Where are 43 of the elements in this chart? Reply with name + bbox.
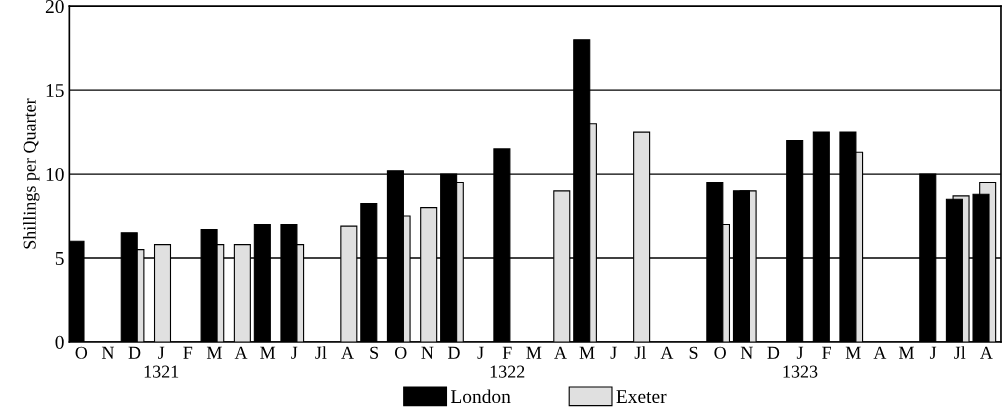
- legend-label: Exeter: [616, 390, 667, 404]
- x-tick-label: Jl: [954, 346, 966, 359]
- x-tick-label: F: [822, 346, 831, 359]
- x-tick-label: A: [341, 346, 354, 359]
- y-axis-title: Shillings per Quarter: [23, 98, 40, 249]
- x-tick-label: M: [845, 346, 861, 359]
- x-tick-label: M: [260, 346, 276, 359]
- x-tick-label: J: [477, 346, 484, 359]
- x-tick-label: A: [873, 346, 887, 359]
- x-tick-label: D: [767, 346, 780, 359]
- x-tick-label: J: [291, 346, 298, 359]
- x-tick-label: J: [610, 346, 617, 359]
- x-tick-label: A: [554, 346, 567, 359]
- x-tick-label: F: [183, 346, 193, 359]
- x-tick-label: S: [689, 346, 698, 359]
- x-tick-label: D: [128, 346, 141, 359]
- x-tick-label: N: [421, 346, 434, 359]
- x-tick-label: S: [370, 346, 379, 359]
- x-tick-label: J 1323: [783, 346, 818, 378]
- x-tick-label: J 1321: [144, 346, 179, 378]
- y-tick-label: 10: [46, 167, 64, 182]
- x-tick-label: A: [660, 346, 674, 359]
- y-tick-label: 5: [55, 252, 64, 265]
- legend-label: London: [450, 389, 511, 404]
- x-tick-label: O: [394, 346, 407, 359]
- x-tick-label: D: [447, 346, 460, 359]
- x-tick-label: F 1322: [490, 346, 525, 378]
- x-tick-label: M: [898, 346, 914, 359]
- y-tick-label: 20: [45, 0, 64, 14]
- x-tick-label: O: [75, 346, 88, 359]
- x-tick-label: M: [206, 346, 222, 359]
- y-tick-label: 15: [46, 84, 64, 98]
- x-tick-label: J: [929, 346, 937, 359]
- x-tick-label: Jl: [315, 346, 327, 359]
- x-tick-label: A: [234, 346, 248, 359]
- x-tick-label: M: [579, 346, 595, 359]
- y-tick-label: 0: [55, 335, 64, 349]
- x-tick-label: N: [740, 346, 753, 359]
- x-tick-label: O: [714, 346, 726, 359]
- x-tick-label: N: [101, 346, 115, 359]
- x-tick-label: Jl: [634, 346, 646, 359]
- x-tick-label: M: [526, 346, 542, 359]
- x-tick-label: A: [980, 346, 993, 359]
